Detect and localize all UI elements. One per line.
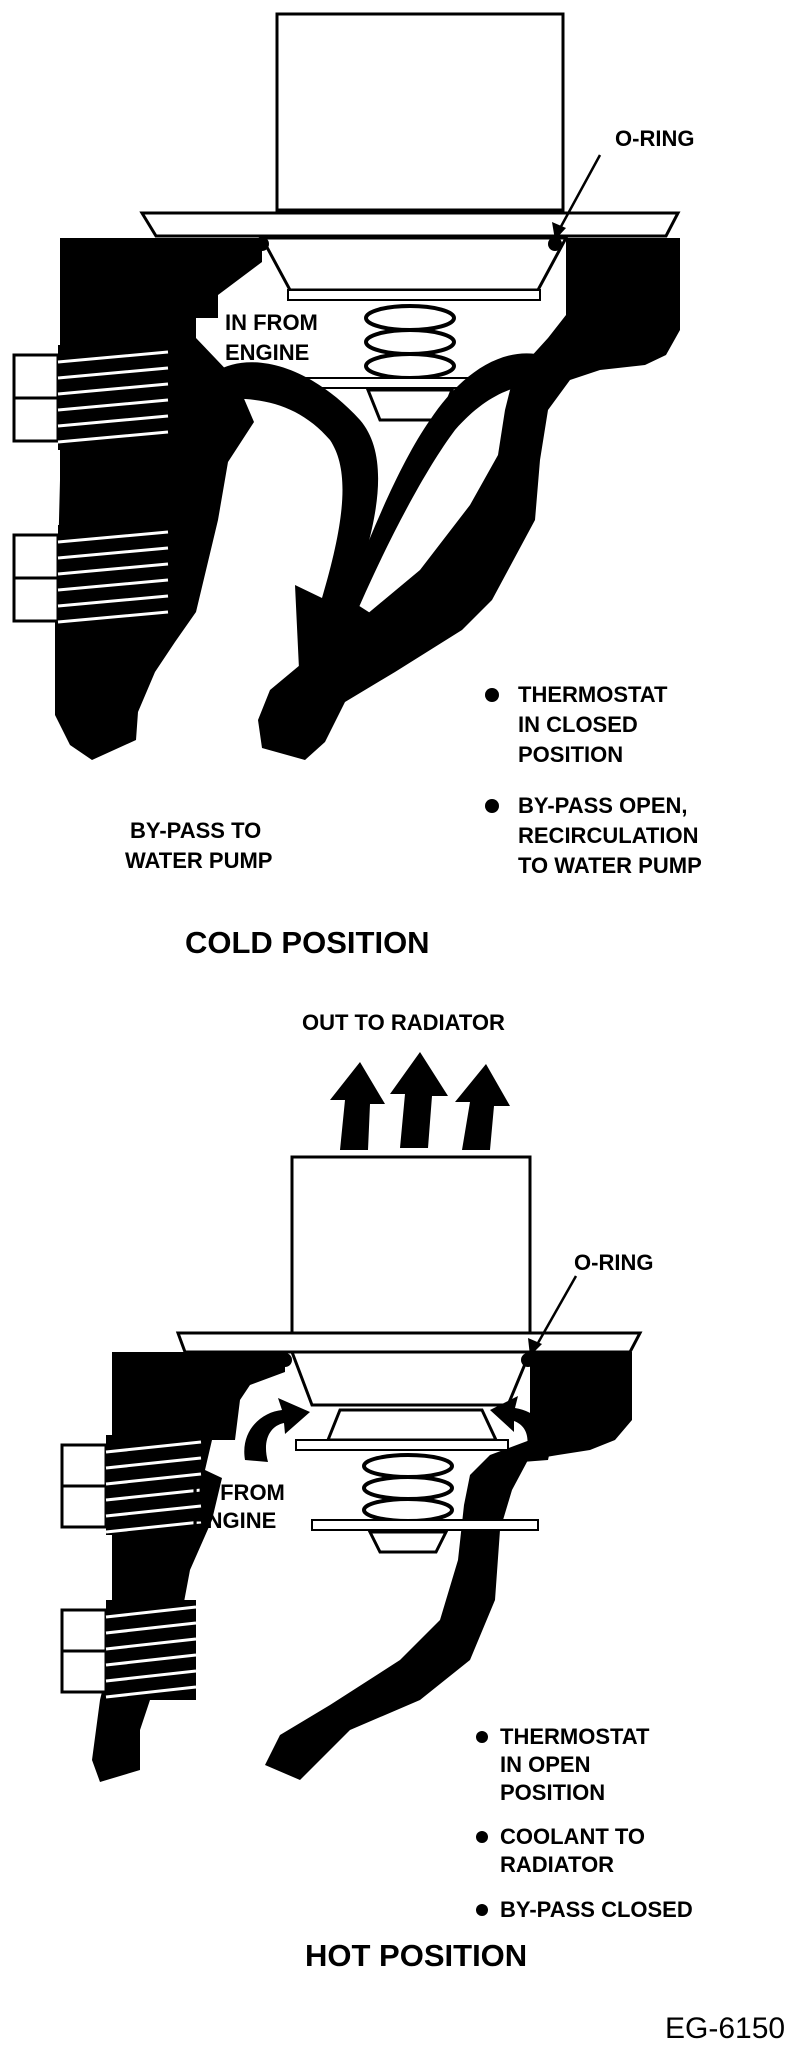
hot-in-arrow-left <box>244 1398 310 1462</box>
hot-in-from-label-2: ENGINE <box>192 1508 276 1533</box>
cold-bullet-list: THERMOSTAT IN CLOSED POSITION BY-PASS OP… <box>485 682 702 878</box>
hot-bullet-1-line-3: POSITION <box>500 1780 605 1805</box>
hot-o-ring-label: O-RING <box>574 1250 653 1275</box>
hot-pellet <box>367 1530 449 1554</box>
hot-bullet-dot <box>476 1831 488 1843</box>
hot-out-to-radiator-label: OUT TO RADIATOR <box>302 1010 505 1035</box>
cold-bullet-1-line-3: POSITION <box>518 742 623 767</box>
cold-spring <box>364 304 456 380</box>
cold-o-ring-right <box>548 237 562 251</box>
hot-bullet-dot <box>476 1904 488 1916</box>
figure-id: EG-6150 <box>665 2012 785 2045</box>
hot-bullet-2-line-2: RADIATOR <box>500 1852 614 1877</box>
cold-valve-plate <box>287 289 541 301</box>
cold-bullet-2-line-2: RECIRCULATION <box>518 823 698 848</box>
hot-out-arrow-right <box>455 1064 510 1150</box>
cold-position-diagram: O-RING IN FROM ENGINE BY-PASS TO WATER P… <box>12 12 702 960</box>
hot-right-housing <box>265 1352 632 1780</box>
cold-position-title: COLD POSITION <box>185 925 430 960</box>
cold-bypass-label-1: BY-PASS TO <box>130 818 261 843</box>
hot-bullet-2-line-1: COOLANT TO <box>500 1824 645 1849</box>
hot-o-ring-leader <box>532 1275 578 1351</box>
hot-valve-disc <box>325 1408 499 1442</box>
hot-position-diagram: OUT TO RADIATOR <box>60 1010 693 1973</box>
cold-in-from-label-1: IN FROM <box>225 310 318 335</box>
hot-valve-plate <box>295 1439 509 1451</box>
cold-flow-arrow-right <box>298 353 560 690</box>
hot-in-from-label-1: IN FROM <box>192 1480 285 1505</box>
cold-bullet-2-line-3: TO WATER PUMP <box>518 853 702 878</box>
hot-left-housing <box>92 1352 285 1782</box>
cold-flow-arrow-left <box>215 362 379 690</box>
cold-flange <box>139 211 681 238</box>
hot-o-ring-left <box>278 1353 292 1367</box>
cold-bullet-dot <box>485 799 499 813</box>
hot-in-arrow-right <box>490 1396 550 1462</box>
hot-bullet-list: THERMOSTAT IN OPEN POSITION COOLANT TO R… <box>476 1724 693 1922</box>
hot-bullet-1-line-2: IN OPEN <box>500 1752 590 1777</box>
cold-o-ring-left <box>255 237 269 251</box>
hot-bullet-1-line-1: THERMOSTAT <box>500 1724 650 1749</box>
cold-o-ring-arrowhead <box>552 222 566 240</box>
cold-bullet-2-line-1: BY-PASS OPEN, <box>518 793 688 818</box>
cold-bullet-1-line-1: THERMOSTAT <box>518 682 668 707</box>
hot-bullet-dot <box>476 1731 488 1743</box>
hot-valve-body <box>289 1350 533 1407</box>
cold-o-ring-leader <box>556 154 602 233</box>
hot-bullet-3-line-1: BY-PASS CLOSED <box>500 1897 693 1922</box>
cold-lower-bolt <box>12 525 169 630</box>
cold-in-from-label-2: ENGINE <box>225 340 309 365</box>
cold-housing-cylinder <box>275 12 565 212</box>
hot-housing-cylinder <box>290 1155 532 1336</box>
cold-upper-bolt <box>12 345 169 450</box>
cold-valve-body <box>259 236 569 292</box>
hot-upper-bolt <box>60 1435 202 1535</box>
hot-o-ring-right <box>521 1353 535 1367</box>
hot-out-arrow-left <box>330 1062 385 1150</box>
hot-spring <box>362 1453 454 1523</box>
hot-flange <box>175 1331 643 1354</box>
cold-bullet-dot <box>485 688 499 702</box>
hot-lower-bolt <box>60 1600 197 1700</box>
hot-spring-plate <box>311 1519 539 1531</box>
hot-out-arrow-center <box>390 1052 448 1148</box>
cold-bullet-1-line-2: IN CLOSED <box>518 712 638 737</box>
cold-o-ring-label: O-RING <box>615 126 694 151</box>
cold-bypass-label-2: WATER PUMP <box>125 848 272 873</box>
hot-position-title: HOT POSITION <box>305 1938 527 1973</box>
hot-o-ring-arrowhead <box>528 1338 542 1356</box>
